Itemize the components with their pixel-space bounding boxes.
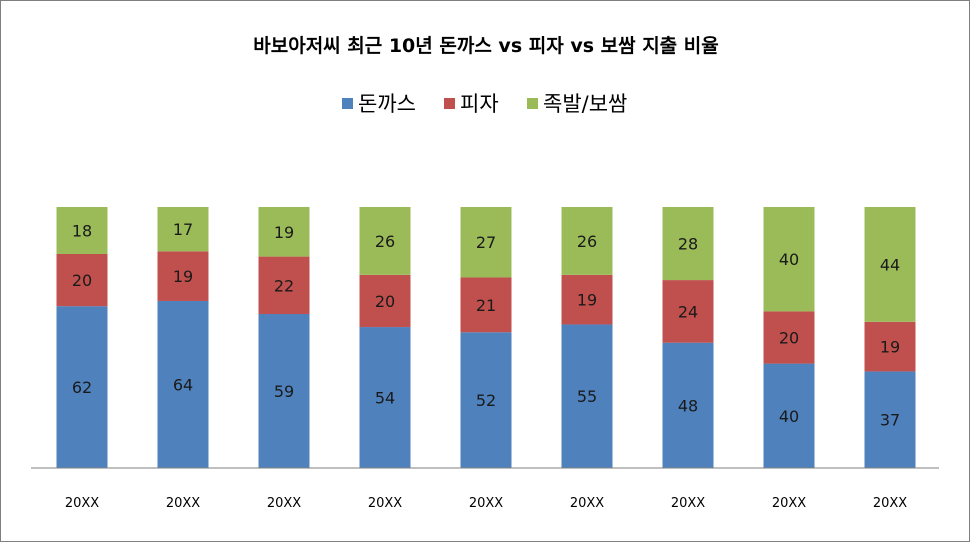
data-label-1-5: 52 <box>476 391 496 410</box>
data-label-2-7: 24 <box>678 302 698 321</box>
bar-segment-2-9 <box>864 321 916 372</box>
bar-segment-1-4 <box>359 327 411 468</box>
bar-segment-2-7 <box>662 280 714 343</box>
data-label-2-3: 22 <box>274 276 294 295</box>
data-label-3-4: 26 <box>375 232 395 251</box>
bar-segment-3-3 <box>258 207 310 257</box>
bar-segment-3-5 <box>460 207 512 278</box>
bar-segment-1-2 <box>157 300 209 468</box>
chart-title: 바보아저씨 최근 10년 돈까스 vs 피자 vs 보쌈 지출 비율 <box>253 35 718 57</box>
bar-segment-1-5 <box>460 332 512 468</box>
legend-label-1: 돈까스 <box>358 92 416 116</box>
data-label-3-5: 27 <box>476 233 496 252</box>
x-tick-label-3: 20XX <box>267 496 301 511</box>
x-tick-label-7: 20XX <box>671 496 705 511</box>
bar-segment-2-8 <box>763 311 815 364</box>
bar-segment-2-6 <box>561 274 613 325</box>
data-label-3-2: 17 <box>173 220 193 239</box>
data-label-1-4: 54 <box>375 389 395 408</box>
legend-swatch-2 <box>444 98 455 109</box>
data-label-2-1: 20 <box>72 271 92 290</box>
data-label-3-1: 18 <box>72 221 92 240</box>
bar-segment-1-3 <box>258 314 310 468</box>
legend-swatch-1 <box>342 98 353 109</box>
bar-segment-2-2 <box>157 251 209 301</box>
data-label-2-5: 21 <box>476 296 496 315</box>
data-label-1-2: 64 <box>173 375 193 394</box>
data-label-2-4: 20 <box>375 292 395 311</box>
data-label-3-9: 44 <box>880 255 900 274</box>
bar-segment-3-6 <box>561 207 613 275</box>
x-tick-label-6: 20XX <box>570 496 604 511</box>
data-label-3-8: 40 <box>779 250 799 269</box>
bars-group: 62 20 18 64 19 17 59 22 19 54 20 26 52 21 27 55 19 26 48 24… <box>56 207 916 468</box>
bar-segment-3-2 <box>157 207 209 252</box>
data-label-3-3: 19 <box>274 223 294 242</box>
data-label-1-1: 62 <box>72 378 92 397</box>
bar-segment-2-5 <box>460 277 512 333</box>
bar-segment-1-6 <box>561 324 613 468</box>
data-label-1-6: 55 <box>577 387 597 406</box>
bar-segment-3-9 <box>864 207 916 322</box>
data-label-3-6: 26 <box>577 232 597 251</box>
data-label-1-7: 48 <box>678 396 698 415</box>
x-tick-labels: 20XX 20XX 20XX 20XX 20XX 20XX 20XX 20XX 20XX <box>65 496 907 511</box>
x-tick-label-5: 20XX <box>469 496 503 511</box>
bar-segment-2-4 <box>359 274 411 328</box>
data-label-2-9: 19 <box>880 338 900 357</box>
bar-segment-3-4 <box>359 207 411 275</box>
bar-segment-1-9 <box>864 371 916 468</box>
x-tick-label-4: 20XX <box>368 496 402 511</box>
legend-label-3: 족발/보쌈 <box>543 92 627 116</box>
x-tick-label-9: 20XX <box>873 496 907 511</box>
legend: 돈까스 피자 족발/보쌈 <box>342 92 627 116</box>
x-tick-label-8: 20XX <box>772 496 806 511</box>
data-label-1-9: 37 <box>880 411 900 430</box>
bar-segment-1-7 <box>662 342 714 468</box>
legend-swatch-3 <box>527 98 538 109</box>
data-label-1-3: 59 <box>274 382 294 401</box>
data-label-1-8: 40 <box>779 407 799 426</box>
data-label-2-2: 19 <box>173 267 193 286</box>
bar-segment-1-8 <box>763 363 815 468</box>
bar-segment-2-3 <box>258 256 310 315</box>
bar-segment-3-8 <box>763 207 815 312</box>
bar-segment-3-7 <box>662 207 714 281</box>
data-label-2-8: 20 <box>779 329 799 348</box>
x-tick-label-1: 20XX <box>65 496 99 511</box>
legend-label-2: 피자 <box>460 92 499 116</box>
x-tick-label-2: 20XX <box>166 496 200 511</box>
data-label-2-6: 19 <box>577 291 597 310</box>
bar-segment-1-1 <box>56 306 108 468</box>
data-label-3-7: 28 <box>678 235 698 254</box>
bar-segment-2-1 <box>56 253 108 307</box>
bar-segment-3-1 <box>56 207 108 254</box>
